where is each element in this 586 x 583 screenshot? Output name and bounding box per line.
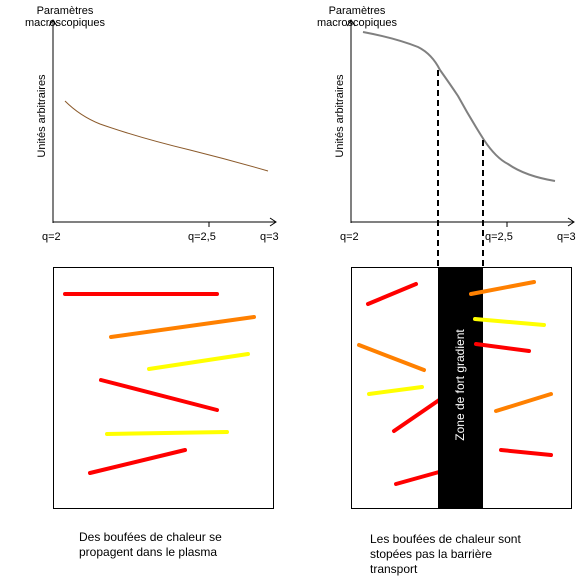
heat-burst	[392, 394, 447, 433]
left-caption-line1: Des boufées de chaleur se	[79, 530, 222, 544]
right-plot-x-end: q=3	[557, 231, 576, 243]
left-plot-curve	[64, 100, 269, 172]
heat-burst	[474, 342, 531, 353]
left-plasma-box	[53, 267, 274, 509]
left-caption-line2: propagent dans le plasma	[79, 545, 218, 559]
right-plasma-box	[351, 267, 572, 509]
right-caption: Les boufées de chaleur sont stopées pas …	[370, 532, 521, 577]
right-caption-line3: transport	[370, 562, 418, 576]
left-heat-bursts	[63, 292, 256, 475]
right-caption-line2: stopées pas la barrière	[370, 547, 493, 561]
left-plot-x-mid: q=2,5	[188, 231, 216, 243]
heat-burst	[99, 378, 219, 412]
heat-burst	[366, 282, 418, 306]
heat-burst	[147, 352, 250, 371]
right-caption-line1: Les boufées de chaleur sont	[370, 532, 521, 546]
right-plot-x-start: q=2	[340, 231, 359, 243]
left-plot-x-start: q=2	[42, 231, 61, 243]
left-plot-x-end: q=3	[260, 231, 279, 243]
right-plot-title-line1: Paramètres	[328, 5, 386, 17]
right-plot-title-line2: macroscopiques	[316, 17, 398, 29]
right-heat-bursts-front	[469, 280, 553, 457]
right-plot-title: Paramètres macroscopiques	[302, 5, 412, 29]
left-caption: Des boufées de chaleur se propagent dans…	[79, 530, 222, 560]
heat-burst	[367, 385, 424, 396]
barrier-label: Zone de fort gradient	[453, 329, 467, 441]
left-plot-ylabel: Unités arbitraires	[36, 74, 48, 158]
left-plot-axes	[48, 19, 277, 227]
heat-burst	[357, 343, 426, 372]
right-plot-curve	[362, 31, 556, 182]
right-plot-x-mid: q=2,5	[485, 231, 513, 243]
left-plot-title: Paramètres macroscopiques	[5, 5, 125, 29]
heat-burst	[473, 317, 546, 327]
left-plot-title-line1: Paramètres	[36, 5, 94, 17]
heat-burst	[469, 280, 536, 296]
heat-burst	[105, 430, 229, 436]
heat-burst	[88, 448, 187, 475]
heat-burst	[494, 392, 553, 413]
left-plot-title-line2: macroscopiques	[24, 17, 106, 29]
heat-burst	[499, 448, 553, 457]
heat-burst	[109, 315, 256, 339]
right-heat-bursts-behind	[357, 282, 459, 486]
right-plot-ylabel: Unités arbitraires	[334, 74, 346, 158]
right-plot-axes	[346, 19, 575, 227]
transport-barrier	[438, 268, 483, 508]
